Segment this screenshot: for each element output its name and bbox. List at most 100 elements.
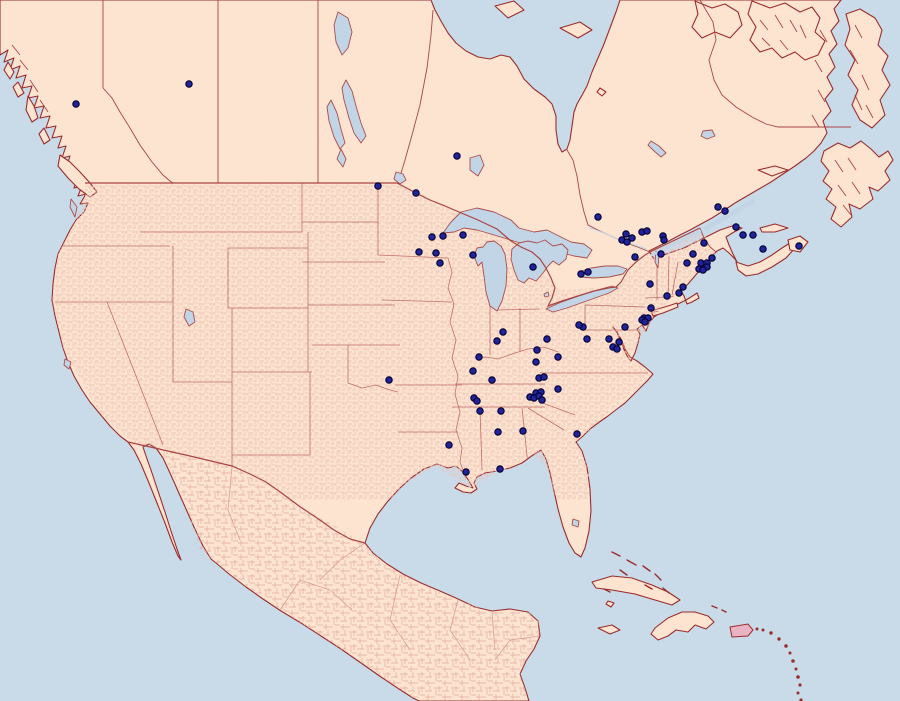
cuba bbox=[591, 575, 681, 606]
occurrence-point bbox=[594, 213, 602, 221]
occurrence-point bbox=[615, 338, 623, 346]
occurrence-point bbox=[584, 268, 592, 276]
occurrence-point bbox=[436, 259, 444, 267]
occurrence-point bbox=[605, 335, 613, 343]
occurrence-point bbox=[683, 259, 691, 267]
occurrence-point bbox=[631, 253, 639, 261]
lake-mistassini bbox=[647, 140, 667, 158]
occurrence-point bbox=[647, 304, 655, 312]
ohio-river bbox=[477, 346, 559, 360]
occurrence-point bbox=[473, 397, 481, 405]
isla-juventud bbox=[605, 600, 615, 608]
occurrence-point bbox=[623, 238, 631, 246]
occurrence-point bbox=[641, 318, 649, 326]
occurrence-point bbox=[699, 266, 707, 274]
occurrence-point bbox=[700, 239, 708, 247]
occurrence-point bbox=[475, 353, 483, 361]
lac-st-jean bbox=[700, 129, 716, 140]
arctic-island bbox=[747, 0, 826, 61]
occurrence-point bbox=[538, 396, 546, 404]
lake-manitoba bbox=[336, 148, 347, 168]
occurrence-point bbox=[660, 236, 668, 244]
occurrence-point bbox=[488, 376, 496, 384]
occurrence-point bbox=[577, 270, 585, 278]
arctic-island bbox=[691, 0, 743, 39]
us-mexico-border bbox=[127, 441, 366, 544]
lake-huron bbox=[510, 239, 569, 284]
bahamas-islands bbox=[603, 551, 727, 613]
st-lawrence-estuary bbox=[703, 199, 755, 231]
occurrence-point bbox=[374, 182, 382, 190]
occurrence-point bbox=[533, 346, 541, 354]
bc-alberta-border bbox=[102, 87, 174, 184]
occurrence-point bbox=[657, 250, 665, 258]
hispaniola bbox=[650, 611, 715, 641]
mississippi-river bbox=[447, 257, 467, 479]
lakes bbox=[63, 11, 716, 528]
prince-edward-island bbox=[759, 223, 789, 233]
jamaica bbox=[597, 624, 621, 635]
international-borders bbox=[85, 182, 701, 544]
lake-nipigon bbox=[469, 154, 485, 177]
occurrence-point bbox=[663, 292, 671, 300]
occurrence-point bbox=[721, 207, 729, 215]
occurrence-points bbox=[72, 80, 803, 476]
occurrence-point bbox=[679, 283, 687, 291]
occurrence-point bbox=[621, 323, 629, 331]
us-canada-border bbox=[85, 182, 701, 308]
lake-of-the-woods bbox=[393, 171, 407, 185]
occurrence-point bbox=[385, 376, 393, 384]
occurrence-point bbox=[459, 231, 467, 239]
occurrence-point bbox=[72, 100, 80, 108]
occurrence-point bbox=[543, 335, 551, 343]
anticosti-island bbox=[757, 165, 789, 177]
alaska-panhandle-island bbox=[38, 127, 51, 145]
occurrence-point bbox=[469, 251, 477, 259]
occurrence-point bbox=[185, 80, 193, 88]
occurrence-point bbox=[573, 430, 581, 438]
great-salt-lake bbox=[183, 308, 196, 327]
coast-hatching bbox=[11, 14, 874, 216]
occurrence-point bbox=[439, 232, 447, 240]
mexico-state-borders bbox=[227, 465, 540, 661]
occurrence-point bbox=[428, 233, 436, 241]
occurrence-point bbox=[499, 328, 507, 336]
occurrence-point bbox=[415, 248, 423, 256]
northern-lake bbox=[333, 11, 353, 56]
occurrence-point bbox=[554, 353, 562, 361]
hudson-bay-island bbox=[596, 87, 607, 97]
puerto-rico-highlight bbox=[729, 623, 754, 638]
occurrence-point bbox=[412, 189, 420, 197]
haida-gwaii-island bbox=[25, 95, 39, 123]
occurrence-point bbox=[708, 254, 716, 262]
lake-winnipeg bbox=[341, 79, 367, 144]
occurrence-point bbox=[476, 407, 484, 415]
occurrence-point bbox=[554, 385, 562, 393]
occurrence-point bbox=[583, 335, 591, 343]
lesser-antilles-islands bbox=[755, 627, 803, 701]
alaska-panhandle-island bbox=[12, 81, 25, 98]
occurrence-point bbox=[643, 227, 651, 235]
occurrence-point bbox=[493, 337, 501, 345]
occurrence-point bbox=[540, 373, 548, 381]
lake-okeechobee bbox=[571, 518, 580, 528]
occurrence-point bbox=[494, 428, 502, 436]
occurrence-point bbox=[469, 367, 477, 375]
occurrence-point bbox=[613, 345, 621, 353]
newfoundland-island bbox=[820, 140, 894, 228]
alaska-panhandle-island bbox=[3, 61, 15, 80]
occurrence-point bbox=[714, 203, 722, 211]
ottawa-river bbox=[589, 227, 647, 250]
occurrence-point bbox=[697, 259, 705, 267]
occurrence-point bbox=[689, 250, 697, 258]
occurrence-point bbox=[432, 249, 440, 257]
occurrence-point bbox=[749, 231, 757, 239]
lake-winnipegosis bbox=[326, 99, 346, 150]
occurrence-point bbox=[496, 465, 504, 473]
san-francisco-bay bbox=[63, 358, 72, 370]
occurrence-point bbox=[646, 280, 654, 288]
occurrence-point bbox=[732, 223, 740, 231]
occurrence-point bbox=[529, 263, 537, 271]
